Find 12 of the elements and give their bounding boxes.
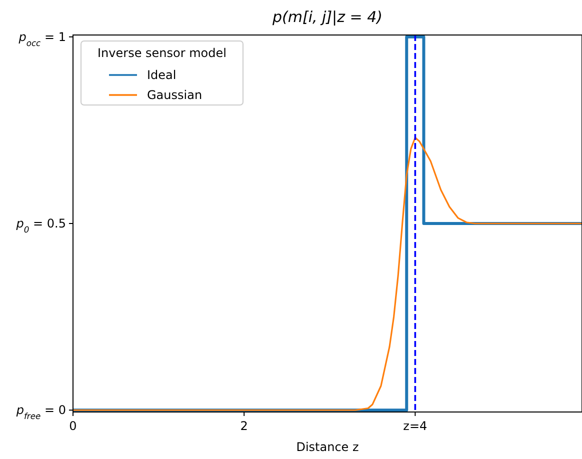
x-tick-label: 0 [69, 419, 77, 433]
x-tick-label: z=4 [403, 419, 428, 433]
x-tick-label: 2 [240, 419, 248, 433]
chart-title: p(m[i, j]|z = 4) [272, 8, 382, 26]
x-axis-title: Distance z [296, 440, 359, 454]
y-tick-label: p$_{0}$ = 0.5 [15, 216, 66, 234]
y-tick-label: p$_{free}$ = 0 [15, 403, 66, 422]
legend-label: Ideal [147, 68, 176, 82]
y-tick-label: p$_{occ}$ = 1 [18, 30, 66, 48]
line-series [72, 136, 582, 411]
legend-title: Inverse sensor model [98, 46, 226, 60]
legend-label: Gaussian [147, 88, 202, 102]
